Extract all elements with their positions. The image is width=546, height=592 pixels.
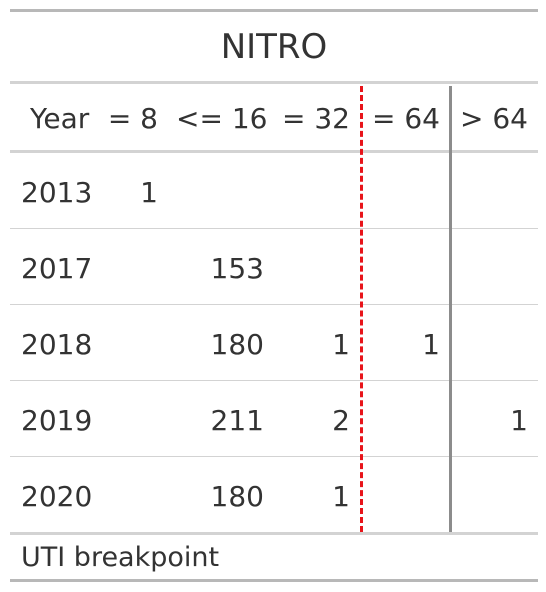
column-header-eq-64: = 64 <box>372 102 440 135</box>
row-2018-gt-64 <box>458 325 528 365</box>
row-rule <box>10 304 538 305</box>
bottom-rule <box>10 579 538 582</box>
row-2020-year: 2020 <box>21 480 93 513</box>
row-rule <box>10 380 538 381</box>
table-title: NITRO <box>220 26 328 67</box>
row-2018-le-16: 180 <box>210 328 264 361</box>
column-header-eq-32: = 32 <box>282 102 350 135</box>
nitro-table: NITRO Year = 8 <= 16 = 32 = 64 > 64 2013… <box>10 9 538 584</box>
table-footnote: UTI breakpoint <box>21 542 220 573</box>
title-rule <box>10 81 538 84</box>
uti-breakpoint-line <box>360 86 363 532</box>
header-rule <box>10 150 538 153</box>
row-2019-eq-8 <box>100 401 158 441</box>
row-2017-eq-32 <box>278 249 350 289</box>
row-2017-eq-8 <box>100 249 158 289</box>
row-2013-gt-64 <box>458 173 528 213</box>
row-2020-eq-32: 1 <box>332 480 350 513</box>
row-2020-eq-64 <box>368 477 440 517</box>
column-header-le-16: <= 16 <box>176 102 268 135</box>
row-2017-eq-64 <box>368 249 440 289</box>
row-2020-le-16: 180 <box>210 480 264 513</box>
column-divider-line <box>449 86 452 532</box>
column-header-year: Year <box>30 102 90 135</box>
body-bottom-rule <box>10 532 538 535</box>
row-2017-gt-64 <box>458 249 528 289</box>
row-2018-year: 2018 <box>21 328 93 361</box>
top-rule <box>10 9 538 12</box>
row-2019-eq-32: 2 <box>332 404 350 437</box>
row-2017-le-16: 153 <box>210 252 264 285</box>
row-2013-eq-64 <box>368 173 440 213</box>
row-2018-eq-32: 1 <box>332 328 350 361</box>
row-2020-eq-8 <box>100 477 158 517</box>
row-2013-eq-32 <box>278 173 350 213</box>
row-2018-eq-8 <box>100 325 158 365</box>
column-header-eq-8: = 8 <box>107 102 158 135</box>
row-2013-year: 2013 <box>21 176 93 209</box>
column-header-gt-64: > 64 <box>460 102 528 135</box>
row-2013-eq-8: 1 <box>140 176 158 209</box>
row-rule <box>10 456 538 457</box>
row-2020-gt-64 <box>458 477 528 517</box>
row-2019-gt-64: 1 <box>510 404 528 437</box>
row-2013-le-16 <box>176 173 264 213</box>
row-rule <box>10 228 538 229</box>
row-2017-year: 2017 <box>21 252 93 285</box>
row-2019-year: 2019 <box>21 404 93 437</box>
row-2019-le-16: 211 <box>210 404 264 437</box>
row-2018-eq-64: 1 <box>422 328 440 361</box>
row-2019-eq-64 <box>368 401 440 441</box>
